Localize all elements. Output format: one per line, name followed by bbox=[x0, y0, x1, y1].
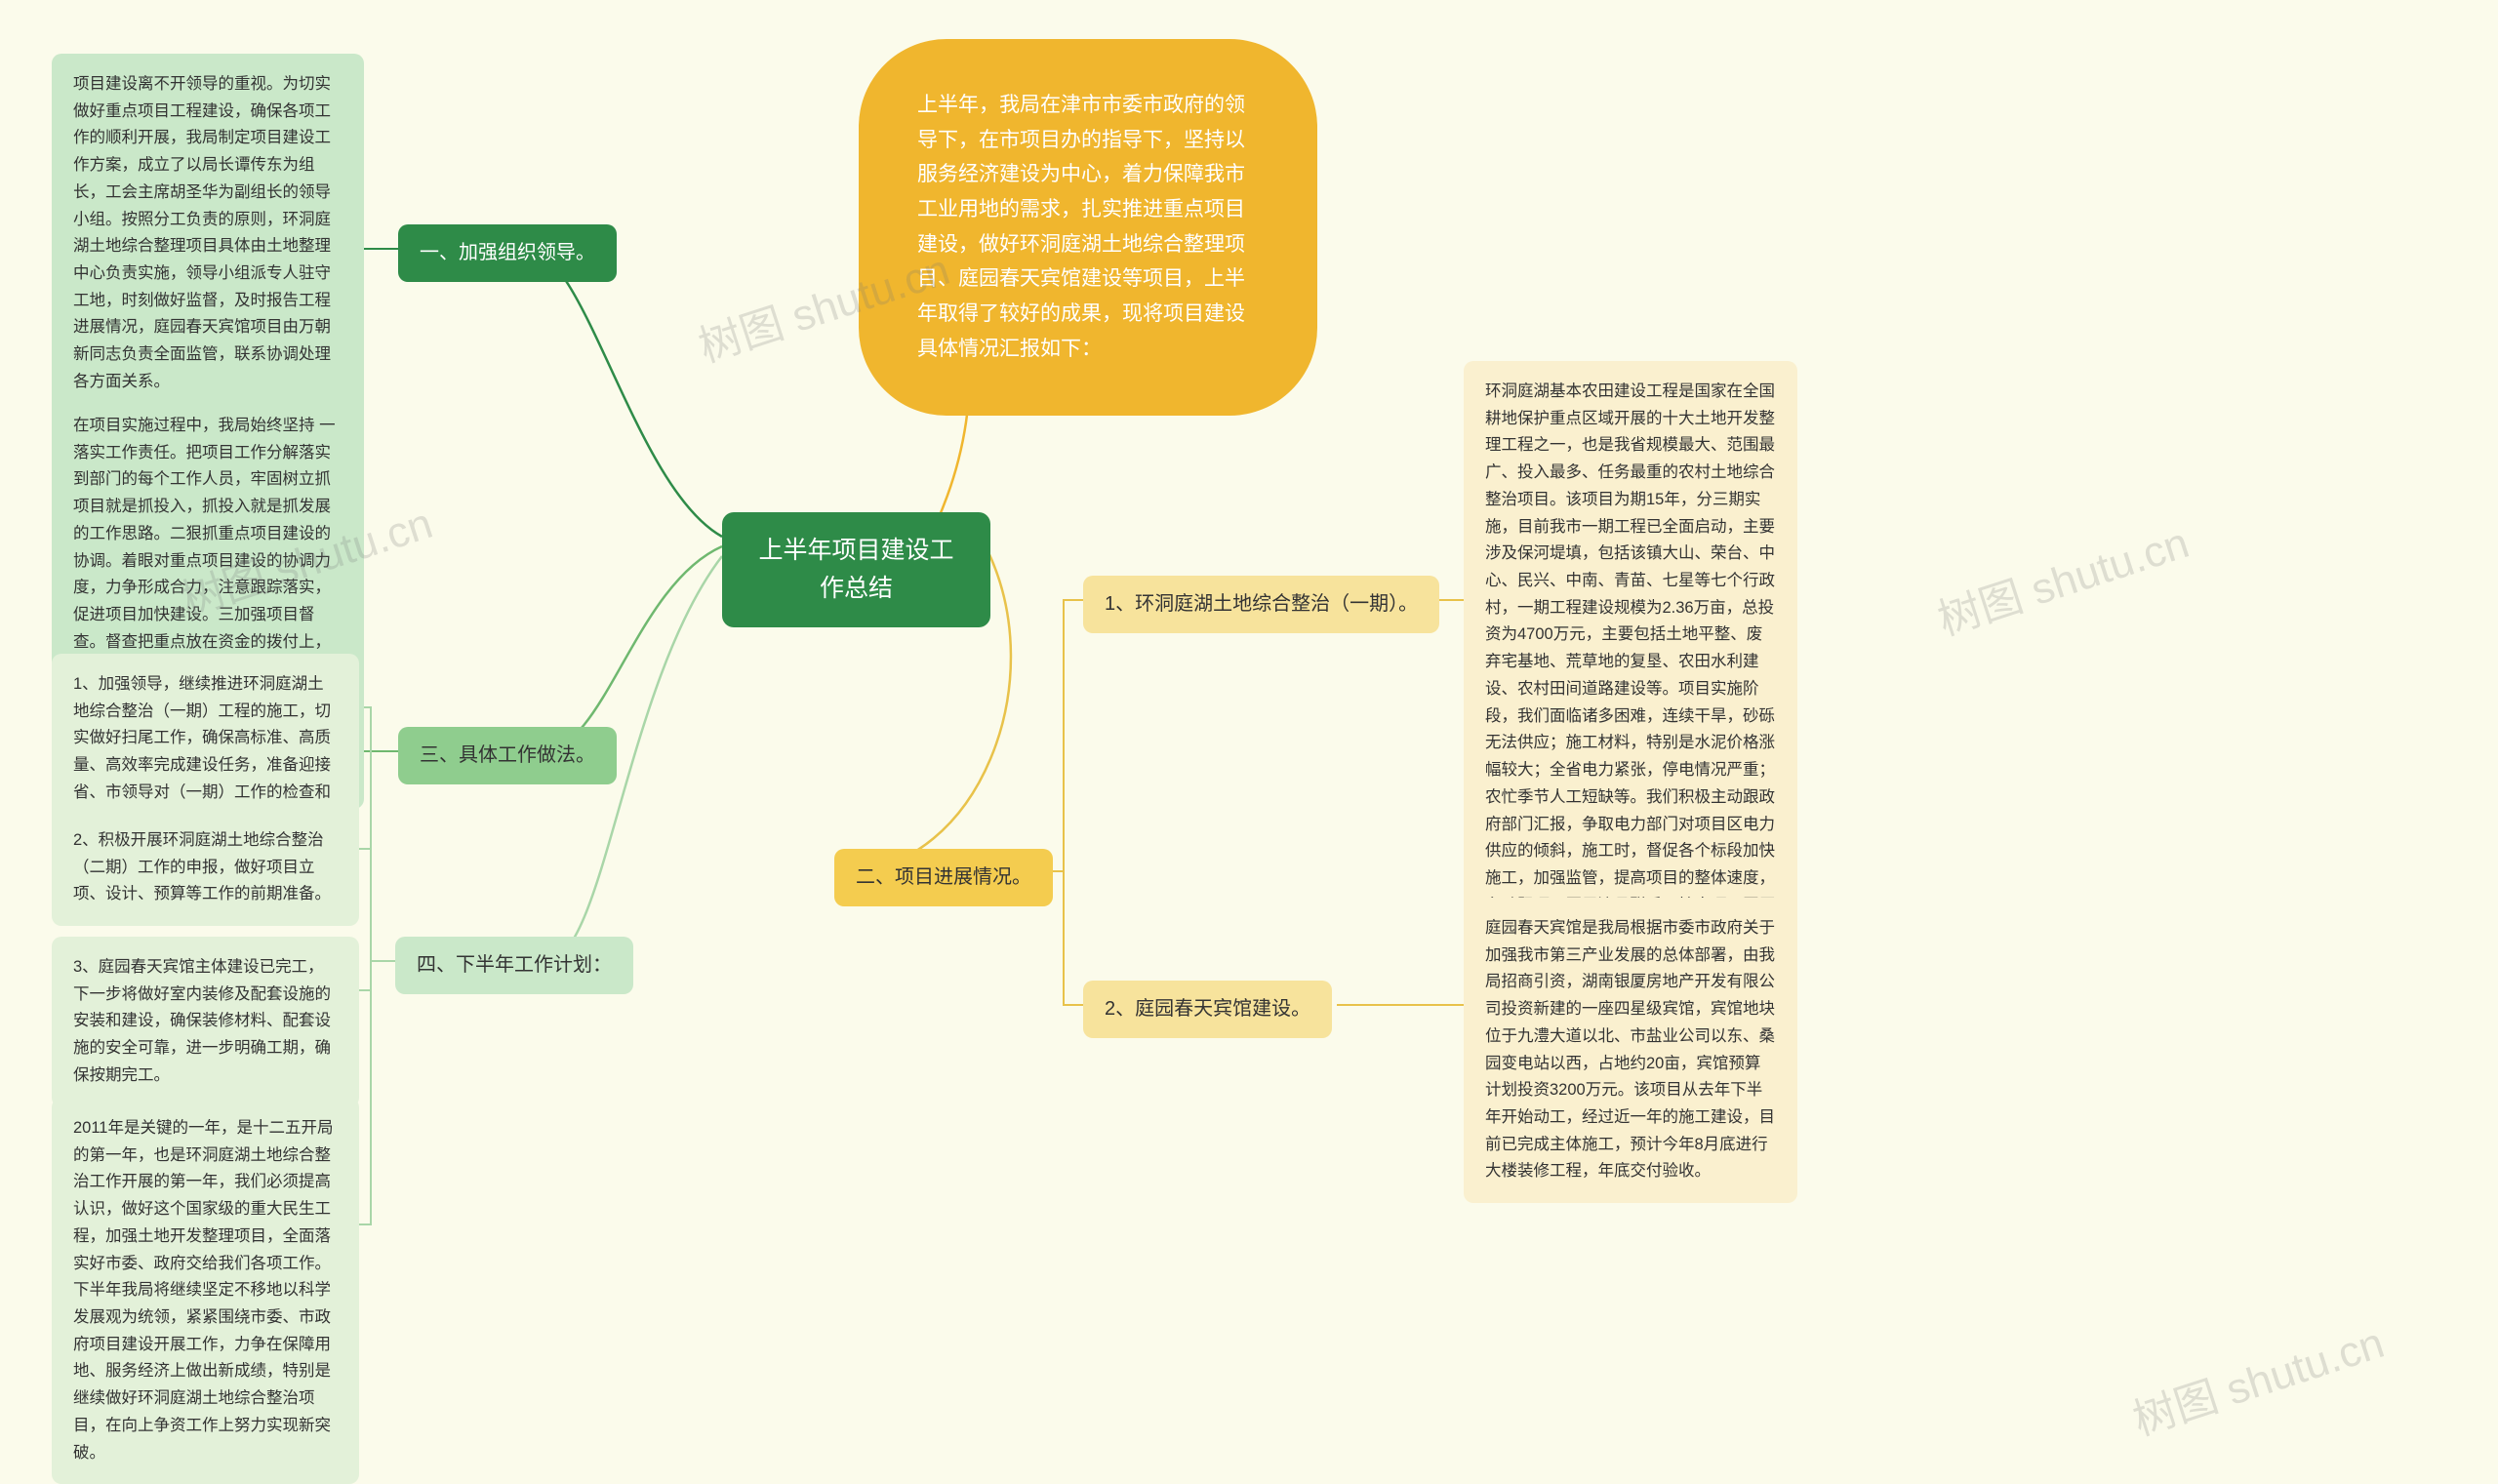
section1-leaf[interactable]: 项目建设离不开领导的重视。为切实做好重点项目工程建设，确保各项工作的顺利开展，我… bbox=[52, 54, 364, 414]
section4-leaf3[interactable]: 3、庭园春天宾馆主体建设已完工，下一步将做好室内装修及配套设施的安装和建设，确保… bbox=[52, 937, 359, 1107]
watermark: 树图 shutu.cn bbox=[2124, 1307, 2391, 1447]
section2-sub1-title: 1、环洞庭湖土地综合整治（一期）。 bbox=[1105, 593, 1418, 615]
section3-node[interactable]: 三、具体工作做法。 bbox=[398, 727, 617, 784]
section4-leaf4[interactable]: 2011年是关键的一年，是十二五开局的第一年，也是环洞庭湖土地综合整治工作开展的… bbox=[52, 1098, 359, 1484]
section4-leaf2-text: 2、积极开展环洞庭湖土地综合整治（二期）工作的申报，做好项目立项、设计、预算等工… bbox=[73, 831, 331, 902]
section4-leaf3-text: 3、庭园春天宾馆主体建设已完工，下一步将做好室内装修及配套设施的安装和建设，确保… bbox=[73, 958, 331, 1084]
section2-title: 二、项目进展情况。 bbox=[856, 866, 1031, 888]
section2-sub2-title: 2、庭园春天宾馆建设。 bbox=[1105, 998, 1310, 1020]
intro-text: 上半年，我局在津市市委市政府的领导下，在市项目办的指导下，坚持以服务经济建设为中… bbox=[917, 94, 1245, 360]
section4-title: 四、下半年工作计划： bbox=[417, 954, 612, 976]
section4-node[interactable]: 四、下半年工作计划： bbox=[395, 937, 633, 994]
section2-sub1-node[interactable]: 1、环洞庭湖土地综合整治（一期）。 bbox=[1083, 576, 1439, 633]
section2-sub2-text[interactable]: 庭园春天宾馆是我局根据市委市政府关于加强我市第三产业发展的总体部署，由我局招商引… bbox=[1464, 898, 1797, 1203]
section3-title: 三、具体工作做法。 bbox=[420, 744, 595, 766]
intro-bubble[interactable]: 上半年，我局在津市市委市政府的领导下，在市项目办的指导下，坚持以服务经济建设为中… bbox=[859, 39, 1317, 416]
section4-leaf4-text: 2011年是关键的一年，是十二五开局的第一年，也是环洞庭湖土地综合整治工作开展的… bbox=[73, 1119, 333, 1462]
section4-leaf2[interactable]: 2、积极开展环洞庭湖土地综合整治（二期）工作的申报，做好项目立项、设计、预算等工… bbox=[52, 810, 359, 926]
section1-title: 一、加强组织领导。 bbox=[420, 242, 595, 263]
section2-node[interactable]: 二、项目进展情况。 bbox=[834, 849, 1053, 906]
section2-sub2-node[interactable]: 2、庭园春天宾馆建设。 bbox=[1083, 981, 1332, 1038]
section1-node[interactable]: 一、加强组织领导。 bbox=[398, 224, 617, 282]
section2-sub2-text-content: 庭园春天宾馆是我局根据市委市政府关于加强我市第三产业发展的总体部署，由我局招商引… bbox=[1485, 919, 1775, 1180]
root-node[interactable]: 上半年项目建设工作总结 bbox=[722, 512, 990, 627]
watermark: 树图 shutu.cn bbox=[1929, 507, 2196, 647]
root-label: 上半年项目建设工作总结 bbox=[758, 537, 953, 602]
section4-leaf1-text: 1、加强领导，继续推进环洞庭湖土地综合整治（一期）工程的施工，切实做好扫尾工作，… bbox=[73, 675, 331, 828]
section1-leaf-text: 项目建设离不开领导的重视。为切实做好重点项目工程建设，确保各项工作的顺利开展，我… bbox=[73, 75, 331, 390]
